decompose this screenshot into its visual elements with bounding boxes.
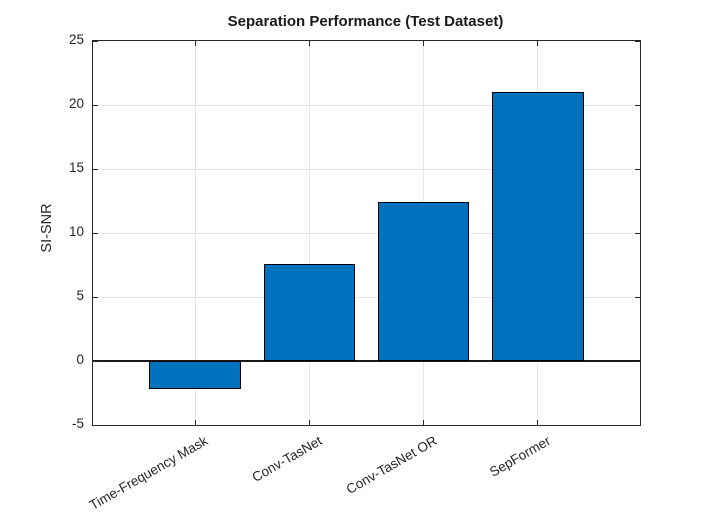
- x-tick-mark: [194, 420, 196, 425]
- x-tick-mark: [423, 420, 425, 425]
- y-tick-mark: [635, 104, 640, 106]
- zero-baseline: [93, 360, 640, 362]
- x-tick-label: Conv-TasNet OR: [343, 433, 440, 498]
- y-tick-mark: [635, 296, 640, 298]
- y-tick-mark: [93, 168, 98, 170]
- x-tick-label: Conv-TasNet: [249, 433, 325, 486]
- y-tick-mark: [93, 296, 98, 298]
- x-tick-mark: [537, 420, 539, 425]
- y-tick-label: 25: [68, 32, 84, 47]
- horizontal-gridline: [93, 104, 640, 106]
- y-tick-mark: [635, 360, 640, 362]
- y-tick-mark: [635, 40, 640, 42]
- x-tick-label: SepFormer: [487, 433, 554, 480]
- x-tick-mark: [537, 41, 539, 46]
- y-tick-mark: [93, 40, 98, 42]
- y-tick-label: 20: [68, 96, 84, 111]
- bar-conv-tasnet-or: [377, 202, 470, 361]
- bar-conv-tasnet: [263, 263, 356, 361]
- horizontal-gridline: [93, 168, 640, 170]
- y-tick-mark: [635, 232, 640, 234]
- x-tick-mark: [194, 41, 196, 46]
- x-tick-mark: [308, 41, 310, 46]
- chart-title: Separation Performance (Test Dataset): [227, 13, 504, 30]
- y-tick-label: 10: [68, 224, 84, 239]
- y-tick-label: 15: [68, 160, 84, 175]
- y-tick-mark: [93, 424, 98, 426]
- x-tick-mark: [423, 41, 425, 46]
- plot-area: [92, 40, 641, 426]
- y-tick-mark: [635, 168, 640, 170]
- x-tick-label: Time-Frequency Mask: [87, 433, 211, 513]
- y-tick-mark: [93, 232, 98, 234]
- y-tick-label: 0: [76, 352, 84, 367]
- x-tick-mark: [308, 420, 310, 425]
- horizontal-gridline: [93, 296, 640, 298]
- bar-sepformer: [492, 92, 584, 361]
- y-tick-label: 5: [76, 288, 84, 303]
- bar-time-frequency-mask: [149, 361, 241, 390]
- horizontal-gridline: [93, 232, 640, 234]
- y-tick-label: -5: [71, 416, 84, 431]
- y-tick-mark: [93, 360, 98, 362]
- y-tick-mark: [635, 424, 640, 426]
- y-tick-mark: [93, 104, 98, 106]
